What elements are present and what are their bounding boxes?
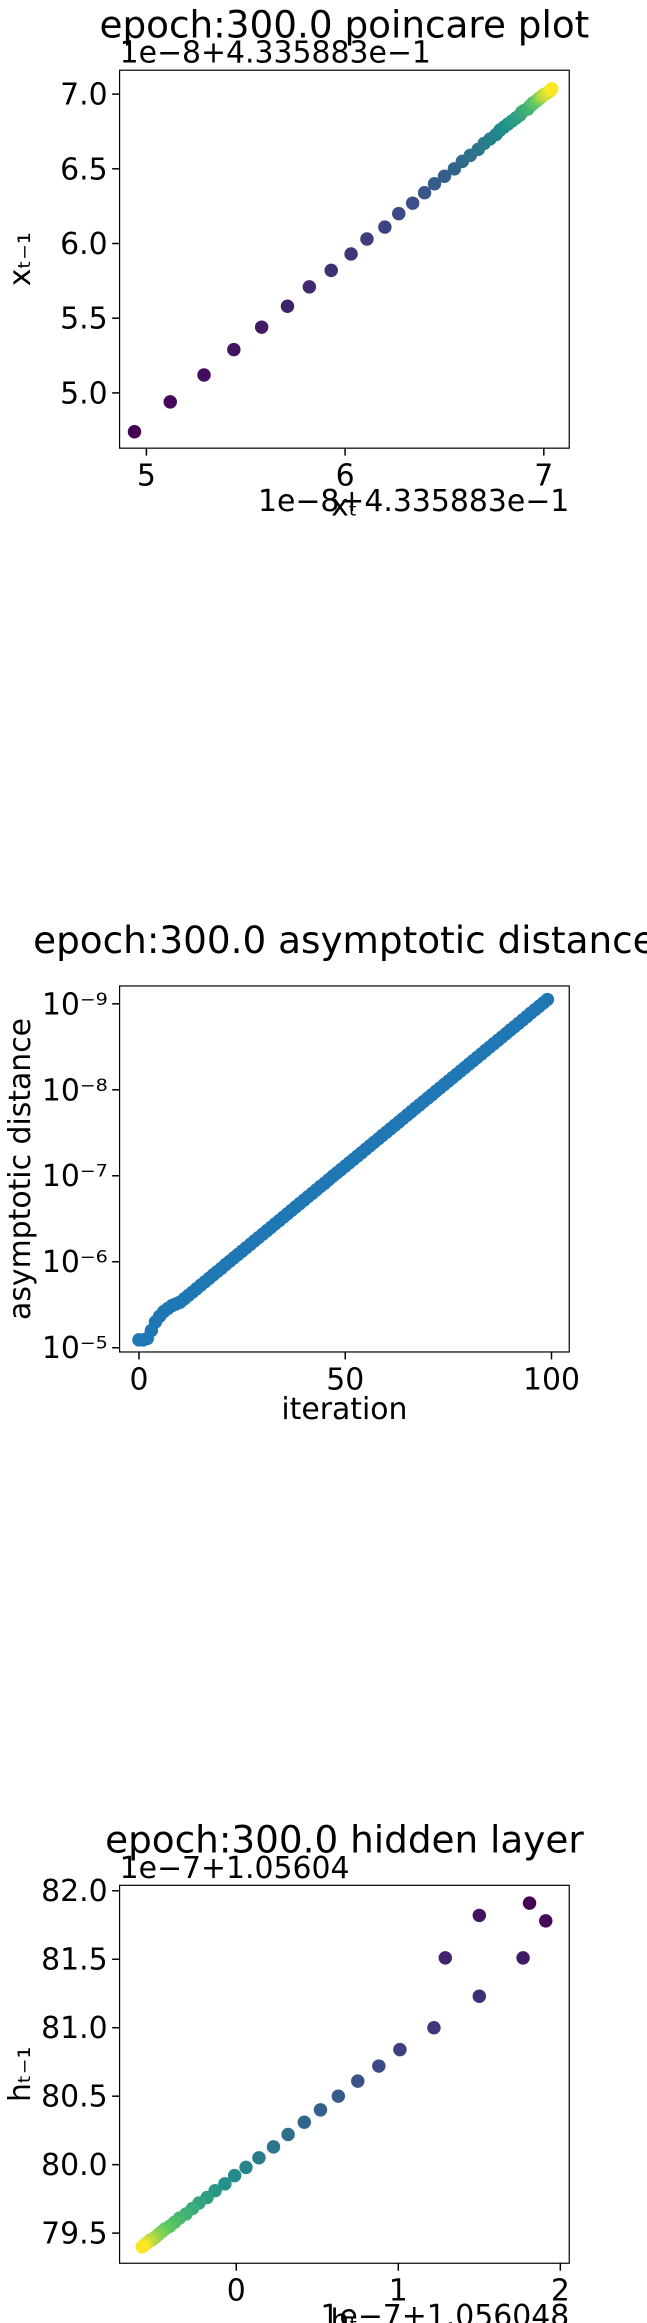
x-tick-label: 50 bbox=[326, 1362, 364, 1397]
point bbox=[127, 425, 142, 439]
y-tick-label: 10⁻⁸ bbox=[42, 1073, 108, 1108]
y-tick-label: 79.5 bbox=[41, 2217, 107, 2252]
chart-title: epoch:300.0 poincare plot bbox=[99, 2, 589, 46]
point bbox=[254, 320, 269, 334]
point bbox=[331, 2089, 346, 2103]
x-tick-label: 7 bbox=[534, 459, 553, 494]
point bbox=[522, 1896, 537, 1910]
x-tick-label: 100 bbox=[523, 1362, 580, 1397]
y-axis-label: asymptotic distance bbox=[3, 1018, 38, 1320]
y-tick-label: 80.0 bbox=[41, 2148, 107, 2183]
x-tick-label: 6 bbox=[336, 459, 355, 494]
y-tick-label: 80.5 bbox=[41, 2080, 107, 2115]
point bbox=[417, 185, 432, 200]
point bbox=[516, 1951, 530, 1965]
y-tick-label: 10⁻⁵ bbox=[42, 1331, 108, 1366]
y-axis-label: hₜ₋₁ bbox=[3, 2047, 38, 2102]
point bbox=[163, 395, 177, 409]
point bbox=[405, 196, 420, 210]
point bbox=[472, 1908, 487, 1923]
y-tick-label: 6.0 bbox=[60, 227, 108, 262]
y-tick-label: 5.0 bbox=[60, 376, 108, 411]
point bbox=[218, 2177, 232, 2191]
chart-title: epoch:300.0 asymptotic distance bbox=[33, 918, 647, 962]
x-axis-label: xₜ bbox=[331, 488, 357, 523]
x-offset-label: 1e−7+1.056048 bbox=[320, 2299, 569, 2323]
point bbox=[372, 2059, 386, 2073]
y-tick-label: 10⁻⁹ bbox=[42, 987, 108, 1022]
point bbox=[351, 2074, 365, 2088]
axes-frame bbox=[118, 69, 570, 449]
point bbox=[313, 2103, 328, 2117]
x-tick-label: 5 bbox=[137, 459, 156, 494]
point bbox=[392, 206, 406, 221]
point bbox=[266, 2140, 281, 2154]
point bbox=[197, 368, 211, 382]
point bbox=[427, 2020, 441, 2035]
x-tick-label: 2 bbox=[551, 2274, 570, 2309]
y-tick-label: 10⁻⁷ bbox=[42, 1159, 108, 1194]
x-tick-label: 0 bbox=[129, 1362, 148, 1397]
point bbox=[378, 220, 392, 234]
axes-frame bbox=[118, 1884, 570, 2264]
y-tick-label: 81.5 bbox=[41, 1943, 107, 1978]
point bbox=[297, 2115, 312, 2129]
axes-frame bbox=[118, 985, 570, 1353]
x-axis-label: iteration bbox=[281, 1392, 407, 1427]
point bbox=[227, 2168, 242, 2183]
y-tick-label: 82.0 bbox=[41, 1874, 107, 1909]
point bbox=[437, 169, 452, 184]
y-tick-label: 7.0 bbox=[60, 78, 108, 113]
y-axis-label: xₜ₋₁ bbox=[3, 232, 38, 286]
x-axis-label: hₜ bbox=[331, 2303, 359, 2323]
point bbox=[360, 232, 374, 246]
point bbox=[545, 82, 559, 96]
y-tick-label: 81.0 bbox=[41, 2011, 107, 2046]
y-tick-label: 10⁻⁶ bbox=[42, 1245, 108, 1280]
y-offset-label: 1e−8+4.335883e−1 bbox=[120, 36, 431, 71]
point bbox=[472, 1989, 487, 2003]
point bbox=[539, 1914, 553, 1928]
x-tick-label: 0 bbox=[227, 2274, 246, 2309]
point bbox=[344, 247, 358, 261]
point bbox=[540, 992, 555, 1007]
point bbox=[252, 2151, 266, 2165]
point bbox=[393, 2042, 407, 2057]
y-tick-label: 5.5 bbox=[60, 302, 108, 337]
x-tick-label: 1 bbox=[389, 2274, 408, 2309]
point bbox=[135, 2240, 149, 2254]
point bbox=[280, 299, 295, 313]
point bbox=[302, 280, 317, 294]
point bbox=[227, 342, 241, 357]
y-offset-label: 1e−7+1.05604 bbox=[120, 1851, 350, 1886]
point bbox=[438, 1951, 453, 1965]
point bbox=[281, 2127, 295, 2142]
point bbox=[324, 263, 338, 278]
y-tick-label: 6.5 bbox=[60, 152, 108, 187]
chart-title: epoch:300.0 hidden layer bbox=[105, 1817, 584, 1861]
point bbox=[427, 177, 442, 191]
point bbox=[239, 2160, 253, 2175]
x-offset-label: 1e−8+4.335883e−1 bbox=[258, 484, 569, 519]
